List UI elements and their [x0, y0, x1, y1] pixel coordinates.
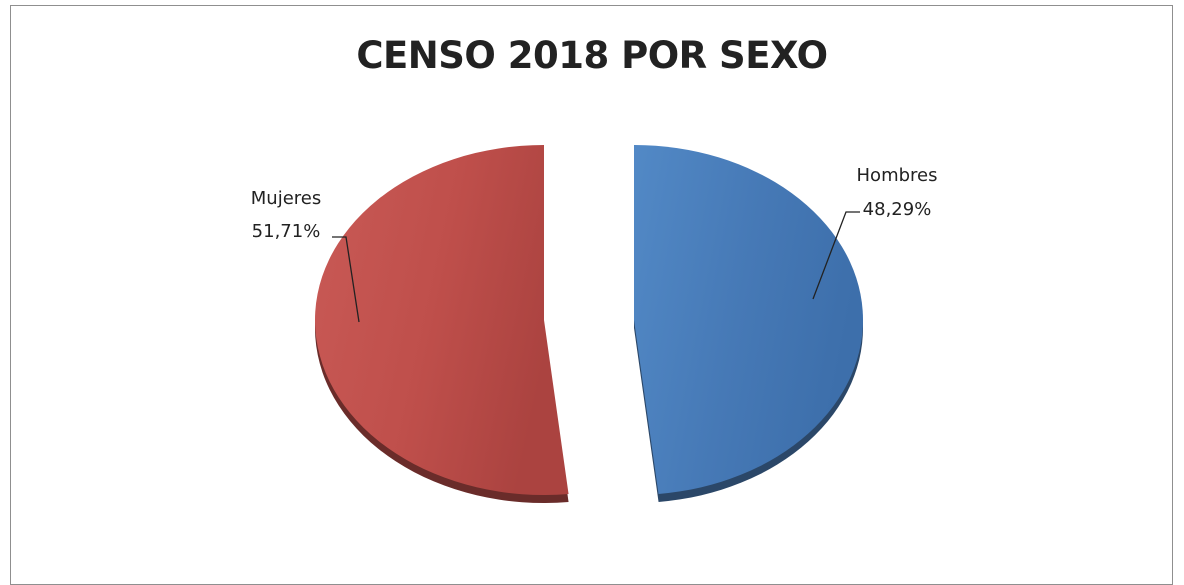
chart-title: CENSO 2018 POR SEXO [356, 34, 828, 77]
data-label-category-mujeres: Mujeres [251, 188, 321, 209]
data-label-value-mujeres: 51,71% [252, 221, 321, 242]
pie-slice-mujeres [314, 145, 569, 495]
data-label-value-hombres: 48,29% [863, 199, 932, 220]
pie-labels: Mujeres 51,71% Hombres 48,29% [251, 165, 938, 323]
chart-frame [10, 5, 1173, 585]
pie-chart: Mujeres 51,71% Hombres 48,29% [251, 145, 938, 503]
leader-line-mujeres [332, 236, 360, 323]
data-label-category-hombres: Hombres [857, 165, 938, 186]
leader-line-hombres [812, 211, 860, 300]
pie-slice-hombres [634, 145, 863, 494]
pie-slices [314, 145, 863, 503]
